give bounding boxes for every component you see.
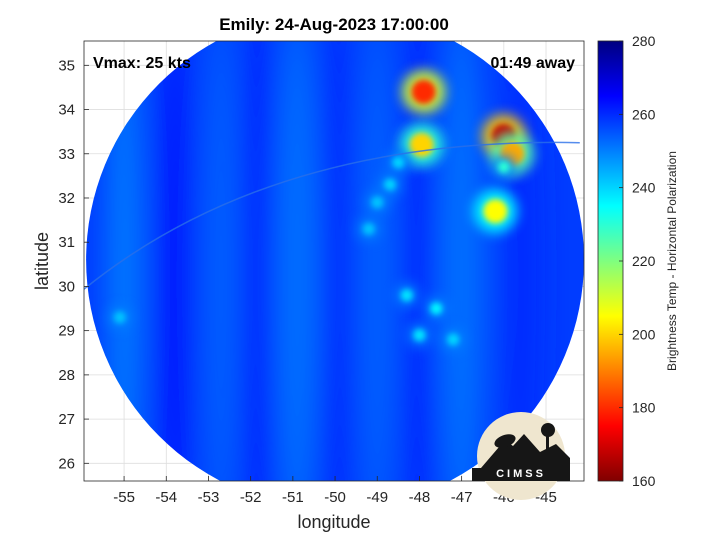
swath-band <box>438 41 485 481</box>
feature-core <box>411 79 436 104</box>
swath-streaks <box>107 41 541 481</box>
colorbar-tick-label: 280 <box>632 33 656 49</box>
x-tick-label: -50 <box>324 489 346 506</box>
swath-band <box>203 41 240 481</box>
swath-band <box>154 41 195 481</box>
x-tick-label: -47 <box>451 489 473 506</box>
colorbar-tick-label: 260 <box>632 106 656 122</box>
feature-core <box>362 222 375 235</box>
scan-seam <box>84 141 580 291</box>
swath-band <box>357 41 398 481</box>
feature-core <box>392 156 405 169</box>
feature-core <box>447 333 460 346</box>
y-tick-label: 32 <box>58 190 75 207</box>
y-tick-label: 27 <box>58 411 75 428</box>
swath-band <box>275 41 320 481</box>
swath-image <box>86 41 584 481</box>
feature-core <box>371 196 384 209</box>
swath-band <box>244 41 275 481</box>
x-tick-label: -55 <box>113 489 135 506</box>
x-axis-title: longitude <box>297 512 370 532</box>
vmax-annotation: Vmax: 25 kts <box>93 55 191 72</box>
feature-core <box>413 329 426 342</box>
y-tick-label: 30 <box>58 278 75 295</box>
feature-core <box>409 132 434 157</box>
cimss-logo: CIMSS <box>472 412 570 500</box>
x-tick-label: -48 <box>409 489 431 506</box>
colorbar-tick-label: 160 <box>632 473 656 489</box>
colorbar-title: Brightness Temp - Horizontal Polarizatio… <box>665 151 679 371</box>
y-axis-title: latitude <box>32 232 52 290</box>
feature-core <box>483 199 508 224</box>
water-tower-icon <box>546 434 549 460</box>
colorbar-tick-label: 200 <box>632 326 656 342</box>
logo-text: CIMSS <box>496 468 546 480</box>
y-tick-label: 26 <box>58 455 75 472</box>
logo-silhouette <box>472 434 570 481</box>
y-axis: 26 27 28 29 30 31 32 33 34 35 <box>58 57 89 472</box>
y-tick-label: 29 <box>58 323 75 340</box>
colorbar-ticks: 160 180 200 220 240 260 280 <box>619 33 656 489</box>
x-tick-label: -51 <box>282 489 304 506</box>
colorbar-tick-label: 220 <box>632 253 656 269</box>
colorbar <box>597 40 624 482</box>
y-tick-label: 33 <box>58 146 75 163</box>
feature-core <box>383 178 396 191</box>
y-tick-label: 28 <box>58 367 75 384</box>
feature-core <box>400 289 413 302</box>
x-tick-label: -53 <box>198 489 220 506</box>
feature-core <box>113 311 126 324</box>
convective-features <box>107 69 535 352</box>
time-away-annotation: 01:49 away <box>490 55 575 72</box>
water-tower-tank-icon <box>541 423 555 437</box>
x-tick-label: -49 <box>366 489 388 506</box>
y-tick-label: 31 <box>58 234 75 251</box>
y-tick-label: 35 <box>58 57 75 74</box>
chart-title: Emily: 24-Aug-2023 17:00:00 <box>219 15 449 34</box>
colorbar-tick-label: 240 <box>632 180 656 196</box>
x-tick-label: -52 <box>240 489 262 506</box>
y-tick-label: 34 <box>58 102 75 119</box>
swath-band <box>320 41 351 481</box>
x-tick-label: -54 <box>155 489 177 506</box>
colorbar-tick-label: 180 <box>632 400 656 416</box>
feature-core <box>430 302 443 315</box>
plot-frame <box>83 40 585 482</box>
feature-core <box>497 161 510 174</box>
satellite-dish-icon <box>494 434 516 448</box>
